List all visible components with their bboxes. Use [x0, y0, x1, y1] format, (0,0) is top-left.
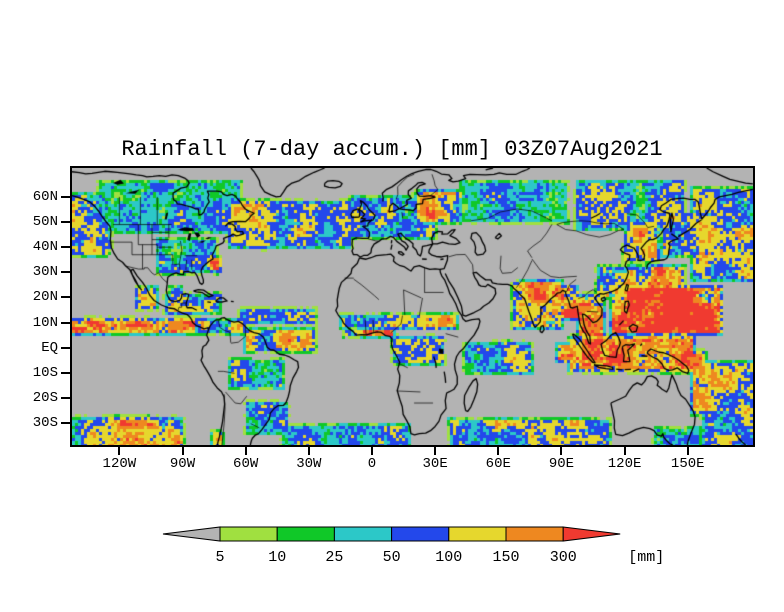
- colorbar-tick-label: 300: [550, 549, 577, 566]
- lon-tick-label: 120E: [607, 456, 642, 472]
- lon-tick: [623, 447, 626, 455]
- plot-title: Rainfall (7-day accum.) [mm] 03Z07Aug202…: [121, 137, 663, 162]
- lon-tick-label: 90E: [548, 456, 575, 472]
- map-plot-area: [70, 166, 755, 447]
- lon-tick: [560, 447, 563, 455]
- lat-tick: [61, 195, 70, 198]
- colorbar-tick-label: 5: [215, 549, 224, 566]
- colorbar-tick-label: 50: [383, 549, 401, 566]
- lat-tick: [61, 221, 70, 224]
- colorbar-box: [219, 526, 278, 542]
- lon-tick: [118, 447, 121, 455]
- lat-tick-label: 50N: [32, 214, 58, 231]
- lat-tick-label: 20N: [32, 289, 58, 306]
- lat-tick-label: 30N: [32, 264, 58, 281]
- lat-tick: [61, 396, 70, 399]
- lon-tick-label: 30W: [296, 456, 322, 472]
- lat-tick: [61, 422, 70, 425]
- lat-tick-label: 30S: [32, 415, 58, 432]
- lon-tick: [497, 447, 500, 455]
- colorbar-units: [mm]: [628, 549, 664, 566]
- lat-tick-label: EQ: [41, 339, 58, 356]
- lon-tick-label: 120W: [102, 456, 137, 472]
- colorbar-box: [448, 526, 507, 542]
- colorbar-tick-label: 150: [492, 549, 519, 566]
- lat-tick: [61, 371, 70, 374]
- lon-tick-label: 90W: [169, 456, 196, 472]
- colorbar-tick-label: 100: [435, 549, 462, 566]
- lat-tick-label: 40N: [32, 239, 58, 256]
- colorbar: 5 10 25 50 100 150 300 [mm]: [162, 526, 664, 566]
- lat-tick: [61, 271, 70, 274]
- lon-tick-label: 60W: [233, 456, 259, 472]
- lon-tick-label: 0: [367, 456, 377, 472]
- lat-tick-label: 10N: [32, 314, 58, 331]
- colorbar-box: [276, 526, 335, 542]
- lon-tick-label: 150E: [670, 456, 705, 472]
- lon-tick: [244, 447, 247, 455]
- lon-tick: [434, 447, 437, 455]
- lon-tick-label: 30E: [422, 456, 448, 472]
- lon-tick-label: 60E: [485, 456, 511, 472]
- colorbar-under-arrow: [162, 526, 221, 542]
- lat-tick: [61, 346, 70, 349]
- colorbar-box: [391, 526, 450, 542]
- world-rainfall-canvas: [72, 168, 753, 445]
- lon-tick: [370, 447, 373, 455]
- colorbar-tick-label: 10: [268, 549, 286, 566]
- lat-tick: [61, 296, 70, 299]
- colorbar-box: [333, 526, 393, 542]
- colorbar-box: [505, 526, 564, 542]
- lat-tick-label: 60N: [32, 188, 58, 205]
- lat-tick: [61, 321, 70, 324]
- lon-tick: [307, 447, 310, 455]
- lon-tick: [686, 447, 689, 455]
- lon-tick: [181, 447, 184, 455]
- colorbar-over-arrow: [562, 526, 621, 542]
- lat-tick: [61, 246, 70, 249]
- lat-tick-label: 10S: [32, 364, 58, 381]
- colorbar-tick-label: 25: [325, 549, 343, 566]
- lat-tick-label: 20S: [32, 389, 58, 406]
